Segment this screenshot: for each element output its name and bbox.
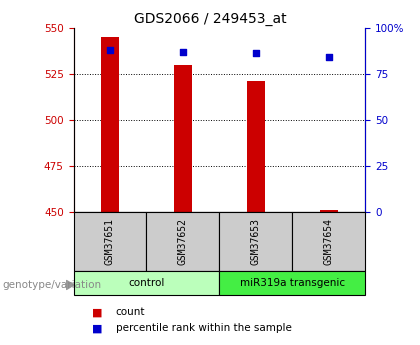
Text: miR319a transgenic: miR319a transgenic	[240, 278, 345, 288]
Bar	[292, 212, 365, 271]
Point	[326, 55, 332, 60]
Bar	[147, 212, 220, 271]
Text: GSM37652: GSM37652	[178, 218, 188, 265]
Bar	[74, 212, 147, 271]
Bar	[174, 65, 192, 212]
Text: percentile rank within the sample: percentile rank within the sample	[116, 324, 291, 333]
Text: ■: ■	[92, 307, 103, 317]
Text: ■: ■	[92, 324, 103, 333]
Text: genotype/variation: genotype/variation	[2, 280, 101, 289]
Polygon shape	[66, 280, 74, 289]
Point	[252, 51, 259, 56]
Point	[107, 47, 113, 52]
Bar	[101, 37, 119, 212]
Text: control: control	[128, 278, 165, 288]
Text: count: count	[116, 307, 145, 317]
Text: GSM37654: GSM37654	[324, 218, 334, 265]
Bar	[74, 271, 220, 295]
Text: GDS2066 / 249453_at: GDS2066 / 249453_at	[134, 12, 286, 26]
Point	[180, 49, 186, 55]
Text: GSM37651: GSM37651	[105, 218, 115, 265]
Text: GSM37653: GSM37653	[251, 218, 261, 265]
Bar	[320, 210, 338, 212]
Bar	[220, 212, 292, 271]
Bar	[247, 81, 265, 212]
Bar	[220, 271, 365, 295]
